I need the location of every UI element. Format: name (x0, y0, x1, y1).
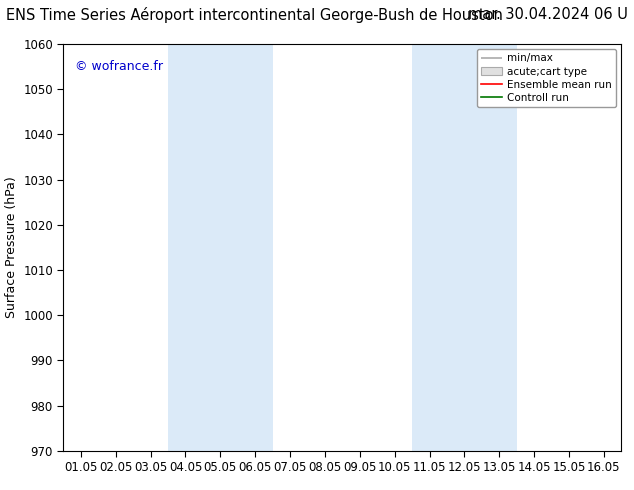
Text: © wofrance.fr: © wofrance.fr (75, 60, 162, 74)
Bar (168, 44, 273, 451)
Bar (412, 44, 517, 451)
Legend: min/max, acute;cart type, Ensemble mean run, Controll run: min/max, acute;cart type, Ensemble mean … (477, 49, 616, 107)
Text: ENS Time Series Aéroport intercontinental George-Bush de Houston: ENS Time Series Aéroport intercontinenta… (6, 7, 503, 24)
Y-axis label: Surface Pressure (hPa): Surface Pressure (hPa) (4, 176, 18, 318)
Text: mar. 30.04.2024 06 U: mar. 30.04.2024 06 U (468, 7, 628, 23)
